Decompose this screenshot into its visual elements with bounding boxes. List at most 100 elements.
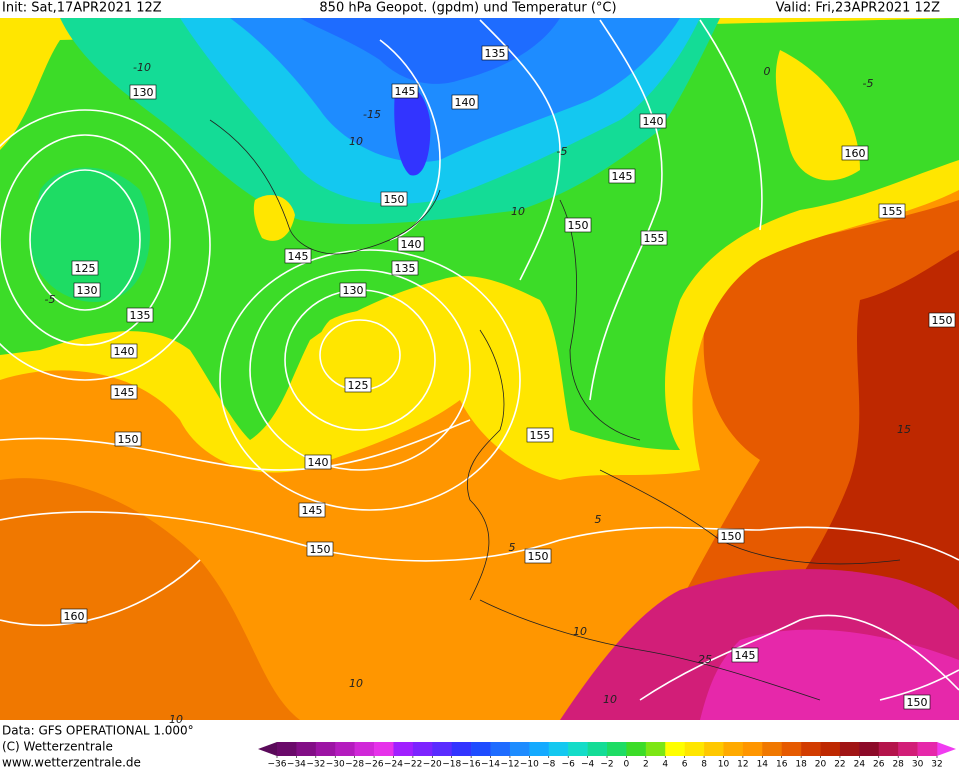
contour-label-box xyxy=(903,694,931,710)
contour-label: 145 xyxy=(288,250,309,263)
contour-label: 150 xyxy=(721,530,742,543)
colorbar-tick-label: 28 xyxy=(892,760,904,770)
contour-label: 135 xyxy=(130,309,151,322)
colorbar-swatch xyxy=(335,742,355,756)
contour-label: 150 xyxy=(528,550,549,563)
colorbar-tick-label: −18 xyxy=(442,760,461,770)
contour-label-box xyxy=(73,282,101,298)
colorbar-tick-label: 18 xyxy=(795,760,807,770)
contour-label-box xyxy=(344,377,372,393)
colorbar-tick-label: −22 xyxy=(403,760,422,770)
colorbar-swatch xyxy=(393,742,414,756)
colorbar-swatch xyxy=(781,742,802,756)
colorbar-high-arrow xyxy=(937,742,956,756)
contour-label: 135 xyxy=(395,262,416,275)
data-source: Data: GFS OPERATIONAL 1.000° xyxy=(2,724,194,738)
colorbar-tick-label: −32 xyxy=(306,760,325,770)
colorbar-swatch xyxy=(354,742,375,756)
colorbar-tick-label: 22 xyxy=(834,760,845,770)
contour-label: 150 xyxy=(568,219,589,232)
colorbar-swatch xyxy=(374,742,394,756)
contour-label: 140 xyxy=(114,345,135,358)
contour-label: 145 xyxy=(395,85,416,98)
colorbar-swatch xyxy=(898,742,918,756)
contour-label-box xyxy=(524,548,552,564)
contour-label-box xyxy=(380,191,408,207)
colorbar-tick-label: −34 xyxy=(287,760,306,770)
contour-label-box xyxy=(71,260,99,276)
colorbar-tick-label: 0 xyxy=(624,760,630,770)
temperature-label: 0 xyxy=(764,65,771,78)
contour-label-box xyxy=(640,230,668,246)
colorbar-swatch xyxy=(820,742,841,756)
colorbar-swatch xyxy=(839,742,860,756)
contour-label: 145 xyxy=(735,649,756,662)
colorbar-tick-label: 2 xyxy=(643,760,649,770)
temperature-label: 10 xyxy=(511,205,525,218)
colorbar-tick-label: 26 xyxy=(873,760,885,770)
contour-label-box xyxy=(284,248,312,264)
contour-label-box xyxy=(608,168,636,184)
contour-label-box xyxy=(397,236,425,252)
contour-label-box xyxy=(526,427,554,443)
temperature-label: -5 xyxy=(45,293,56,306)
colorbar-tick-label: 24 xyxy=(854,760,866,770)
contour-label: 130 xyxy=(77,284,98,297)
contour-label: 135 xyxy=(485,47,506,60)
colorbar-swatch xyxy=(626,742,647,756)
colorbar-swatch xyxy=(878,742,899,756)
colorbar-swatch xyxy=(859,742,880,756)
contour-label-box xyxy=(304,454,332,470)
colorbar-tick-label: −2 xyxy=(600,760,613,770)
temperature-label: 5 xyxy=(595,513,602,526)
temperature-field xyxy=(775,50,860,181)
website: www.wetterzentrale.de xyxy=(2,756,141,770)
colorbar-tick-label: 32 xyxy=(931,760,942,770)
contour-label: 160 xyxy=(64,610,85,623)
contour-label-box xyxy=(126,307,154,323)
contour-label: 145 xyxy=(612,170,633,183)
temperature-label: 10 xyxy=(349,677,363,690)
temperature-field xyxy=(394,86,431,176)
colorbar-tick-label: 12 xyxy=(737,760,748,770)
colorbar-tick-label: 8 xyxy=(701,760,707,770)
contour-label-box xyxy=(114,431,142,447)
colorbar-tick-label: −4 xyxy=(581,760,595,770)
temperature-label: 15 xyxy=(897,423,911,436)
colorbar-swatch xyxy=(432,742,453,756)
contour-label: 125 xyxy=(348,379,369,392)
colorbar-swatch xyxy=(723,742,744,756)
colorbar-tick-label: 20 xyxy=(815,760,827,770)
temperature-label: 25 xyxy=(698,653,712,666)
contour-label-box xyxy=(731,647,759,663)
map-title: 850 hPa Geopot. (gpdm) und Temperatur (°… xyxy=(319,1,616,16)
colorbar-swatch xyxy=(607,742,627,756)
colorbar-tick-label: 14 xyxy=(757,760,769,770)
temperature-field xyxy=(700,629,959,720)
colorbar-tick-label: −12 xyxy=(500,760,519,770)
temperature-label: -15 xyxy=(363,108,381,121)
contour-label-box xyxy=(451,94,479,110)
contour-label-box xyxy=(129,84,157,100)
colorbar-swatch xyxy=(742,742,763,756)
contour-label: 140 xyxy=(643,115,664,128)
colorbar-tick-label: −14 xyxy=(481,760,500,770)
colorbar-swatch xyxy=(568,742,588,756)
colorbar-tick-label: 6 xyxy=(682,760,688,770)
colorbar-swatch xyxy=(296,742,317,756)
contour-label-box xyxy=(306,541,334,557)
contour-label-box xyxy=(110,384,138,400)
colorbar-tick-label: −6 xyxy=(562,760,576,770)
colorbar-swatch xyxy=(471,742,491,756)
contour-label-box xyxy=(717,528,745,544)
colorbar-swatch xyxy=(587,742,608,756)
temperature-label: 10 xyxy=(573,625,587,638)
contour-label-box xyxy=(928,312,956,328)
colorbar-tick-label: −8 xyxy=(542,760,556,770)
colorbar-swatch xyxy=(315,742,336,756)
colorbar-swatch xyxy=(529,742,550,756)
contour-label: 150 xyxy=(907,696,928,709)
contour-label-box xyxy=(481,45,509,61)
